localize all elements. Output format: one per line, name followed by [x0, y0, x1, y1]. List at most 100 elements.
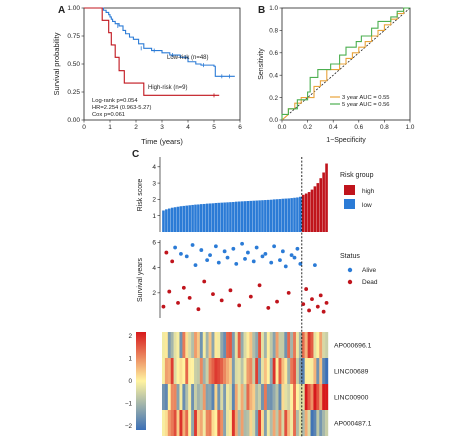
risk-score-bar: [322, 172, 325, 232]
heatmap-cell: [191, 384, 195, 410]
heatmap-cell: [173, 384, 177, 410]
status-point-dead: [315, 304, 320, 309]
heatmap-gene-label: LINC00900: [334, 395, 369, 402]
heatmap-cell: [246, 358, 250, 384]
risk-score-bar: [269, 199, 273, 232]
roc-plot: 0.0 0.2 0.4 0.6 0.8 1.0 0.0 0.2 0.4 0.6 0.8 1.0 Sen…: [258, 5, 415, 144]
heatmap-scale-tick-label: 2: [128, 333, 132, 340]
km-annotation-logrank: Log-rank p=0.054: [92, 98, 138, 104]
risk-score-y-tick-label: 3: [152, 180, 156, 187]
km-x-tick-label: 3: [160, 124, 164, 131]
heatmap-cell: [231, 384, 236, 410]
heatmap-cell: [261, 410, 265, 436]
heatmap-cell: [194, 384, 198, 410]
heatmap-cell: [263, 410, 268, 436]
legend-swatch-high: [344, 185, 355, 195]
legend-dot-dead: [347, 279, 353, 285]
status-point-alive: [246, 250, 250, 255]
roc-legend-3y: 3 year AUC = 0.55: [342, 95, 390, 101]
status-point-dead: [228, 288, 233, 293]
status-point-dead: [310, 297, 314, 302]
roc-y-tick-label: 0.2: [269, 95, 278, 102]
status-point-alive: [205, 258, 210, 263]
roc-y-tick-label: 0.8: [269, 28, 278, 35]
risk-score-bar: [255, 200, 258, 232]
status-point-alive: [222, 249, 227, 254]
km-curve-low-risk: [84, 7, 235, 77]
risk-score-bar: [165, 209, 168, 232]
heatmap-cell: [310, 332, 314, 358]
heatmap-gene-label: AP000696.1: [334, 343, 372, 350]
heatmap-cell: [313, 358, 317, 384]
heatmap-cell: [255, 410, 259, 436]
heatmap-cell: [205, 384, 209, 410]
risk-score-bar: [170, 207, 174, 232]
heatmap-cell: [284, 332, 288, 358]
status-point-alive: [231, 246, 236, 251]
heatmap-cell: [179, 332, 183, 358]
heatmap-color-scale: [136, 332, 146, 430]
heatmap-cell: [185, 410, 189, 436]
heatmap-cell: [278, 358, 282, 384]
roc-y-tick-label: 0.0: [269, 117, 278, 124]
heatmap-cell: [162, 410, 166, 436]
survival-status-plot: 2 4 6 Survival years Status Alive Dead: [137, 240, 378, 318]
heatmap-cell: [272, 410, 276, 436]
risk-score-bar: [293, 197, 296, 232]
heatmap-cell: [258, 410, 262, 436]
heatmap-cell: [307, 358, 311, 384]
heatmap-cell: [295, 332, 300, 358]
heatmap-cell: [322, 358, 326, 384]
heatmap-cell: [217, 332, 221, 358]
status-point-dead: [286, 290, 291, 295]
risk-score-bar: [258, 200, 261, 232]
heatmap-cell: [269, 358, 273, 384]
heatmap-cell: [185, 384, 189, 410]
status-point-alive: [295, 246, 300, 251]
risk-score-bar: [214, 202, 218, 232]
heatmap-cell: [249, 332, 253, 358]
heatmap-cell: [281, 410, 285, 436]
km-y-tick-label: 0.75: [67, 33, 80, 40]
heatmap-cell: [176, 410, 180, 436]
heatmap-cell: [194, 410, 198, 436]
heatmap-cell: [179, 358, 183, 384]
heatmap-cell: [258, 332, 262, 358]
status-point-alive: [260, 254, 265, 259]
heatmap-cell: [252, 358, 256, 384]
heatmap-scale-tick-label: 0: [128, 378, 132, 385]
status-point-dead: [170, 259, 175, 264]
heatmap-cell: [322, 384, 326, 410]
roc-y-tick-label: 0.4: [269, 72, 278, 79]
heatmap-cell: [290, 384, 294, 410]
heatmap-cell: [240, 384, 244, 410]
heatmap-cell: [202, 410, 206, 436]
status-point-dead: [211, 292, 215, 296]
risk-score-bar: [261, 200, 264, 232]
heatmap-cell: [246, 410, 250, 436]
heatmap-cell: [263, 358, 268, 384]
heatmap-cell: [164, 410, 169, 436]
heatmap-cell: [240, 332, 244, 358]
heatmap-cell: [307, 384, 311, 410]
roc-xlabel: 1−Specificity: [326, 137, 366, 144]
heatmap-cell: [211, 384, 215, 410]
heatmap-cell: [208, 332, 212, 358]
heatmap-cell: [243, 358, 247, 384]
risk-score-bar: [223, 202, 226, 232]
heatmap-cell: [228, 358, 233, 384]
heatmap-cell: [316, 332, 320, 358]
heatmap-cell: [208, 410, 212, 436]
heatmap-cell: [258, 384, 262, 410]
status-point-alive: [278, 258, 282, 263]
km-y-tick-label: 0.00: [67, 117, 80, 124]
risk-score-bar: [264, 200, 267, 232]
panel-label-b: B: [258, 5, 265, 16]
heatmap-cell: [304, 410, 308, 436]
survival-y-tick-label: 4: [152, 265, 156, 272]
status-point-dead: [266, 306, 271, 310]
roc-x-tick-label: 0.8: [380, 124, 389, 131]
heatmap-cell: [281, 358, 285, 384]
heatmap-cell: [263, 384, 268, 410]
roc-y-tick-label: 0.6: [269, 50, 278, 57]
